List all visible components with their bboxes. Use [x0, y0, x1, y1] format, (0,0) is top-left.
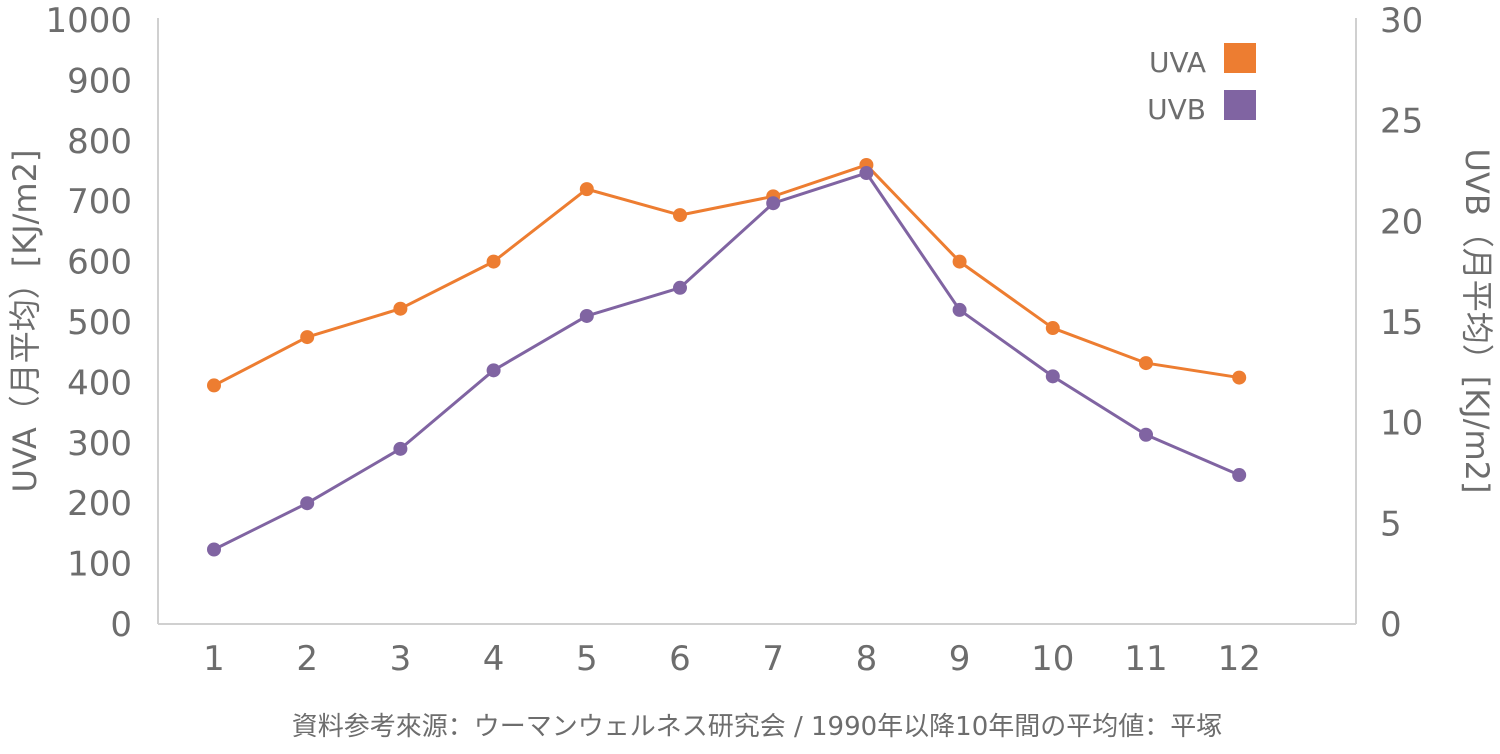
left-tick-label: 0: [110, 605, 132, 645]
x-tick-label: 2: [296, 639, 318, 679]
x-tick-label: 11: [1124, 639, 1167, 679]
left-tick-label: 600: [67, 243, 132, 283]
x-tick-label: 4: [483, 639, 505, 679]
right-axis-title: UVB（月平均）[KJ/m2]: [1458, 149, 1496, 494]
data-point-uvb: [1139, 427, 1153, 442]
right-tick-label: 15: [1380, 303, 1423, 343]
left-tick-label: 200: [67, 484, 132, 524]
data-point-uva: [1139, 356, 1153, 371]
left-tick-label: 900: [67, 61, 132, 101]
data-point-uvb: [766, 196, 781, 211]
series-line-uvb: [213, 171, 1240, 551]
left-tick-label: 300: [67, 424, 132, 464]
left-tick-labels: 0 100 200 300 400 500 600 700 800 900 1000: [45, 1, 132, 645]
data-point-uva: [207, 378, 221, 393]
x-tick-label: 8: [856, 639, 878, 679]
data-point-uva: [486, 254, 501, 269]
right-tick-labels: 0 5 10 15 20 25 30: [1380, 1, 1423, 645]
data-point-uvb: [952, 302, 967, 317]
data-point-uvb: [579, 308, 594, 323]
x-tick-label: 12: [1218, 639, 1261, 679]
data-point-uvb: [393, 441, 408, 456]
right-tick-label: 25: [1380, 102, 1423, 142]
left-tick-label: 100: [67, 545, 132, 585]
data-point-uva: [300, 330, 315, 345]
x-tick-label: 5: [576, 639, 598, 679]
data-point-uvb: [1232, 468, 1247, 483]
x-tick-label: 6: [669, 639, 691, 679]
series-layer: [207, 157, 1247, 557]
right-tick-label: 5: [1380, 504, 1402, 544]
legend-label-uvb: UVB: [1147, 93, 1206, 126]
x-tick-label: 7: [762, 639, 784, 679]
data-point-uva: [952, 254, 967, 269]
data-point-uva: [673, 208, 687, 223]
data-point-uva: [579, 182, 594, 197]
data-point-uvb: [1045, 369, 1060, 384]
legend-swatch-uva: [1224, 43, 1256, 73]
data-point-uvb: [486, 363, 501, 378]
left-tick-label: 700: [67, 182, 132, 222]
right-tick-label: 30: [1380, 1, 1423, 41]
x-tick-label: 9: [949, 639, 971, 679]
x-tick-label: 1: [203, 639, 225, 679]
source-note: 資料参考來源：ウーマンウェルネス研究会 / 1990年以降10年間の平均値：平塚: [292, 712, 1223, 742]
data-point-uvb: [673, 280, 687, 295]
right-tick-label: 10: [1380, 404, 1423, 444]
x-tick-label: 3: [390, 639, 412, 679]
x-tick-label: 10: [1031, 639, 1074, 679]
legend-swatch-uvb: [1224, 90, 1256, 120]
data-point-uvb: [300, 496, 315, 511]
data-point-uvb: [207, 542, 221, 557]
x-tick-labels: 1 2 3 4 5 6 7 8 9 10 11 12: [203, 639, 1261, 679]
legend-label-uva: UVA: [1149, 46, 1206, 79]
legend: UVA UVB: [1147, 43, 1256, 126]
right-tick-label: 0: [1380, 605, 1402, 645]
left-tick-label: 1000: [45, 1, 132, 41]
data-point-uva: [1045, 321, 1060, 336]
axes: [157, 18, 1357, 625]
data-point-uva: [1232, 370, 1247, 385]
left-tick-label: 800: [67, 122, 132, 162]
left-tick-label: 500: [67, 303, 132, 343]
left-tick-label: 400: [67, 363, 132, 403]
left-axis-title: UVA（月平均）[KJ/m2]: [6, 150, 44, 493]
data-point-uva: [393, 301, 408, 316]
right-tick-label: 20: [1380, 202, 1423, 242]
series-line-uva: [213, 163, 1240, 387]
data-point-uvb: [859, 166, 874, 181]
